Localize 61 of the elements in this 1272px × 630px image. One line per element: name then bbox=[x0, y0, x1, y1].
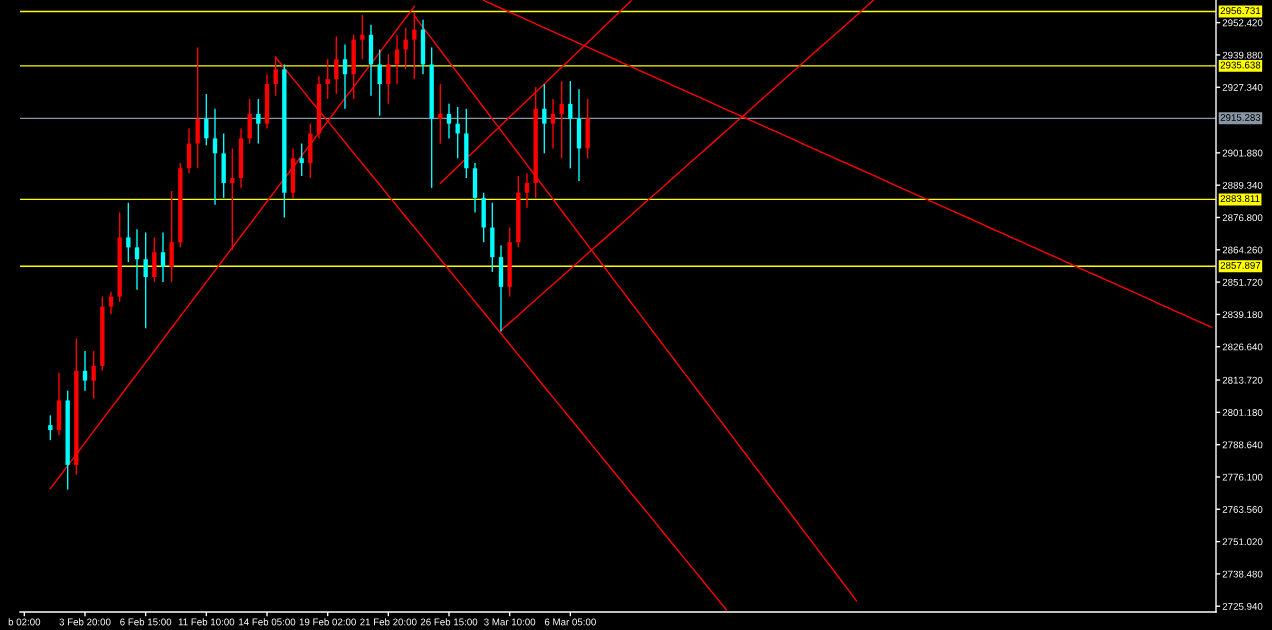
x-tick-label: 26 Feb 15:00 bbox=[420, 618, 478, 626]
y-tick-label: 2939.880 bbox=[1222, 51, 1263, 59]
y-tick-label: 2725.940 bbox=[1222, 602, 1263, 610]
candlestick bbox=[550, 98, 556, 150]
y-tick-label: 2839.180 bbox=[1222, 311, 1263, 319]
ref-line-label: 2883.811 bbox=[1220, 195, 1260, 203]
candlestick bbox=[82, 350, 88, 392]
candlestick bbox=[325, 58, 330, 100]
candlestick bbox=[230, 147, 235, 251]
ref-line-label: 2857.897 bbox=[1220, 261, 1261, 269]
candlestick bbox=[299, 142, 304, 177]
candlestick bbox=[342, 43, 348, 110]
candlestick bbox=[524, 172, 530, 209]
x-tick-label: b 02:00 bbox=[8, 618, 41, 626]
y-tick-label: 2776.100 bbox=[1222, 473, 1263, 481]
y-tick-label: 2826.640 bbox=[1222, 343, 1263, 351]
candlestick bbox=[334, 35, 339, 95]
ref-line-label: 2956.731 bbox=[1220, 7, 1261, 15]
y-tick-label: 2889.340 bbox=[1222, 181, 1263, 189]
candlestick bbox=[108, 291, 114, 316]
candlestick bbox=[360, 14, 365, 60]
candlestick bbox=[256, 98, 261, 145]
y-tick-label: 2876.800 bbox=[1222, 214, 1263, 222]
y-tick-label: 2952.420 bbox=[1222, 19, 1263, 27]
candlestick bbox=[403, 27, 408, 71]
ref-line-label: 2935.638 bbox=[1220, 61, 1261, 69]
candlestick bbox=[48, 414, 53, 441]
candlestick bbox=[542, 83, 547, 155]
candlestick bbox=[446, 103, 452, 140]
candlestick bbox=[394, 34, 400, 85]
y-tick-label: 2763.560 bbox=[1222, 506, 1263, 513]
candlestick bbox=[91, 350, 96, 400]
x-tick-label: 11 Feb 10:00 bbox=[178, 618, 235, 626]
candlestick bbox=[126, 202, 131, 263]
candlestick bbox=[143, 231, 148, 329]
y-tick-label: 2788.640 bbox=[1222, 441, 1263, 449]
y-tick-label: 2864.260 bbox=[1222, 246, 1263, 254]
candlestick bbox=[212, 108, 218, 206]
y-tick-label: 2851.720 bbox=[1222, 278, 1263, 286]
candlestick bbox=[559, 80, 564, 159]
x-tick-label: 3 Feb 20:00 bbox=[59, 618, 111, 626]
ref-line-label: 2915.283 bbox=[1220, 114, 1261, 121]
y-tick-label: 2751.020 bbox=[1222, 538, 1263, 546]
y-tick-label: 2813.720 bbox=[1222, 376, 1263, 384]
y-tick-label: 2901.880 bbox=[1222, 149, 1263, 157]
x-tick-label: 6 Feb 15:00 bbox=[120, 618, 172, 626]
x-tick-label: 14 Feb 05:00 bbox=[239, 618, 296, 626]
x-tick-label: 6 Mar 05:00 bbox=[544, 618, 596, 626]
candlestick bbox=[377, 48, 382, 117]
candlestick bbox=[568, 80, 573, 169]
x-tick-label: 3 Mar 10:00 bbox=[484, 618, 536, 626]
y-tick-label: 2801.180 bbox=[1222, 409, 1263, 416]
candlestick bbox=[455, 106, 460, 159]
candlestick bbox=[438, 83, 443, 145]
candlestick bbox=[386, 53, 391, 105]
candlestick bbox=[134, 228, 140, 291]
x-tick-label: 21 Feb 20:00 bbox=[360, 618, 417, 626]
y-tick-label: 2927.340 bbox=[1222, 83, 1263, 91]
candlestick bbox=[160, 231, 166, 283]
x-tick-label: 19 Feb 02:00 bbox=[299, 618, 356, 626]
y-tick-label: 2738.480 bbox=[1222, 570, 1263, 578]
